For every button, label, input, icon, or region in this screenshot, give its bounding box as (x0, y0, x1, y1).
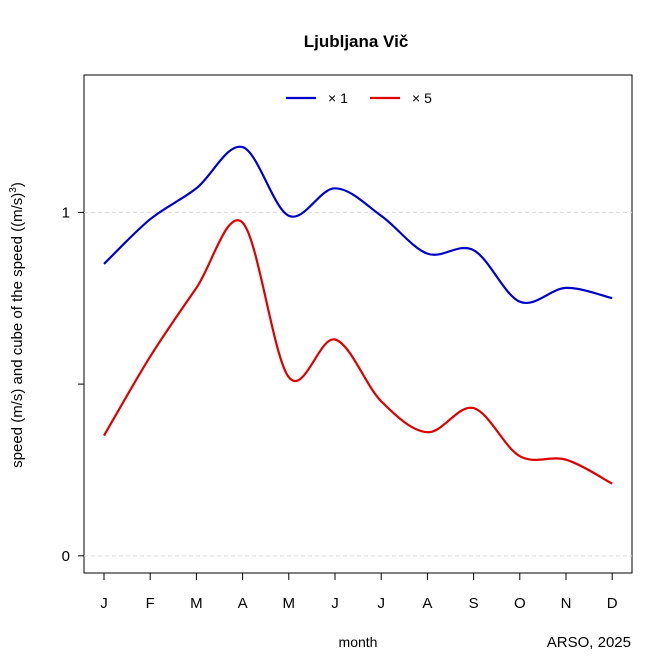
x-axis-label: month (339, 634, 378, 650)
x-tick-label: J (100, 595, 108, 612)
x-tick-label: A (422, 595, 432, 612)
x-tick-label: J (331, 595, 339, 612)
x-tick-label: F (146, 595, 155, 612)
x-tick-label: M (283, 595, 296, 612)
x-tick-label: J (377, 595, 385, 612)
series-line-1 (103, 145, 613, 305)
y-tick-label: 0 (62, 548, 70, 565)
source-note: ARSO, 2025 (547, 634, 631, 651)
x-tick-label: O (514, 595, 526, 612)
legend-label: × 5 (412, 90, 432, 106)
y-axis-label-main: speed (m/s) and cube of the speed ((m/s) (9, 193, 26, 468)
plot-frame (83, 74, 633, 574)
y-axis-label-close: ) (9, 182, 26, 187)
legend: × 1 × 5 (286, 90, 432, 106)
series-line-2 (103, 219, 613, 485)
series-lines (103, 145, 613, 485)
grid-lines (84, 211, 632, 557)
x-tick-label: N (561, 595, 572, 612)
chart-title: Ljubljana Vič (304, 32, 409, 51)
x-tick-label: A (238, 595, 248, 612)
y-axis: 01 (62, 204, 84, 565)
y-axis-label: speed (m/s) and cube of the speed ((m/s)… (8, 182, 26, 468)
y-axis-label-sup: 3 (8, 187, 19, 193)
x-tick-label: M (190, 595, 203, 612)
x-tick-label: D (607, 595, 618, 612)
x-tick-label: S (469, 595, 479, 612)
y-tick-label: 1 (62, 204, 70, 221)
legend-label: × 1 (328, 90, 348, 106)
